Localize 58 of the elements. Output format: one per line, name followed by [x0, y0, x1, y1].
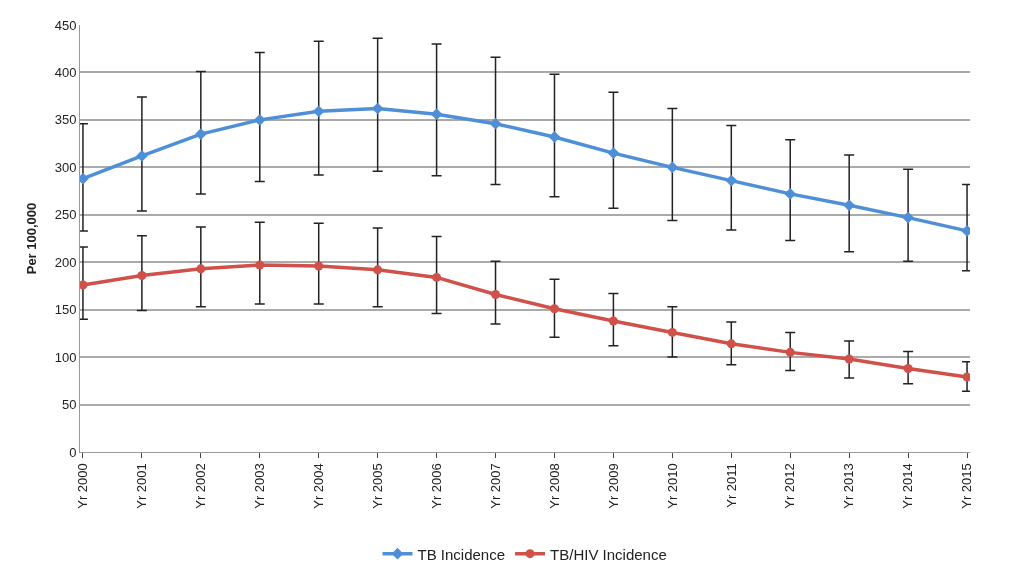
point — [667, 327, 677, 337]
point — [607, 147, 620, 159]
point — [549, 304, 559, 314]
point — [491, 289, 501, 299]
point — [137, 271, 147, 281]
point — [430, 108, 443, 121]
point — [902, 211, 914, 224]
point — [255, 260, 265, 270]
x-tick-label: Yr 2007 — [487, 463, 503, 509]
x-tick-label: Yr 2015 — [959, 463, 975, 509]
y-tick-label: 50 — [61, 397, 77, 413]
x-tick-label: Yr 2012 — [782, 463, 798, 509]
x-tick-label: Yr 2006 — [428, 463, 444, 509]
point — [666, 161, 679, 174]
x-tick-label: Yr 2009 — [605, 463, 621, 509]
x-tick-label: Yr 2014 — [900, 463, 916, 509]
point — [725, 174, 738, 187]
y-tick-label: 400 — [54, 64, 77, 80]
y-tick-label: 100 — [54, 349, 77, 365]
point — [136, 150, 148, 162]
point — [962, 372, 970, 382]
point — [253, 114, 266, 126]
point — [843, 199, 856, 212]
point — [432, 272, 442, 282]
y-tick-label: 450 — [54, 17, 77, 33]
legend-label: TB Incidence — [417, 545, 506, 563]
point — [784, 188, 797, 200]
point — [548, 131, 561, 143]
point — [373, 265, 383, 275]
x-tick-label: Yr 2000 — [75, 463, 91, 509]
point — [196, 264, 206, 274]
point — [312, 105, 325, 118]
point — [608, 316, 618, 326]
legend-label: TB/HIV Incidence — [550, 545, 667, 563]
x-tick-label: Yr 2002 — [193, 463, 209, 509]
x-tick-label: Yr 2005 — [369, 463, 385, 509]
y-tick-label: 300 — [54, 159, 77, 175]
point — [80, 280, 88, 290]
x-tick-label: Yr 2001 — [134, 463, 150, 509]
y-tick-label: 150 — [54, 302, 77, 318]
point — [844, 354, 854, 364]
point — [314, 261, 324, 271]
point — [194, 128, 207, 140]
x-tick-label: Yr 2003 — [251, 463, 267, 509]
y-tick-label: 200 — [54, 254, 77, 270]
y-tick-label: 250 — [54, 207, 77, 223]
point — [903, 364, 913, 373]
point — [489, 117, 502, 130]
point — [726, 339, 736, 349]
x-tick-label: Yr 2004 — [310, 463, 326, 509]
x-tick-label: Yr 2010 — [664, 463, 680, 509]
x-tick-label: Yr 2008 — [546, 463, 562, 509]
y-tick-label: 0 — [69, 444, 77, 460]
x-tick-label: Yr 2011 — [723, 463, 739, 508]
x-tick-label: Yr 2013 — [841, 463, 857, 509]
y-axis-title: Per 100,000 — [23, 202, 39, 275]
point — [785, 347, 795, 357]
y-tick-label: 350 — [54, 112, 77, 128]
